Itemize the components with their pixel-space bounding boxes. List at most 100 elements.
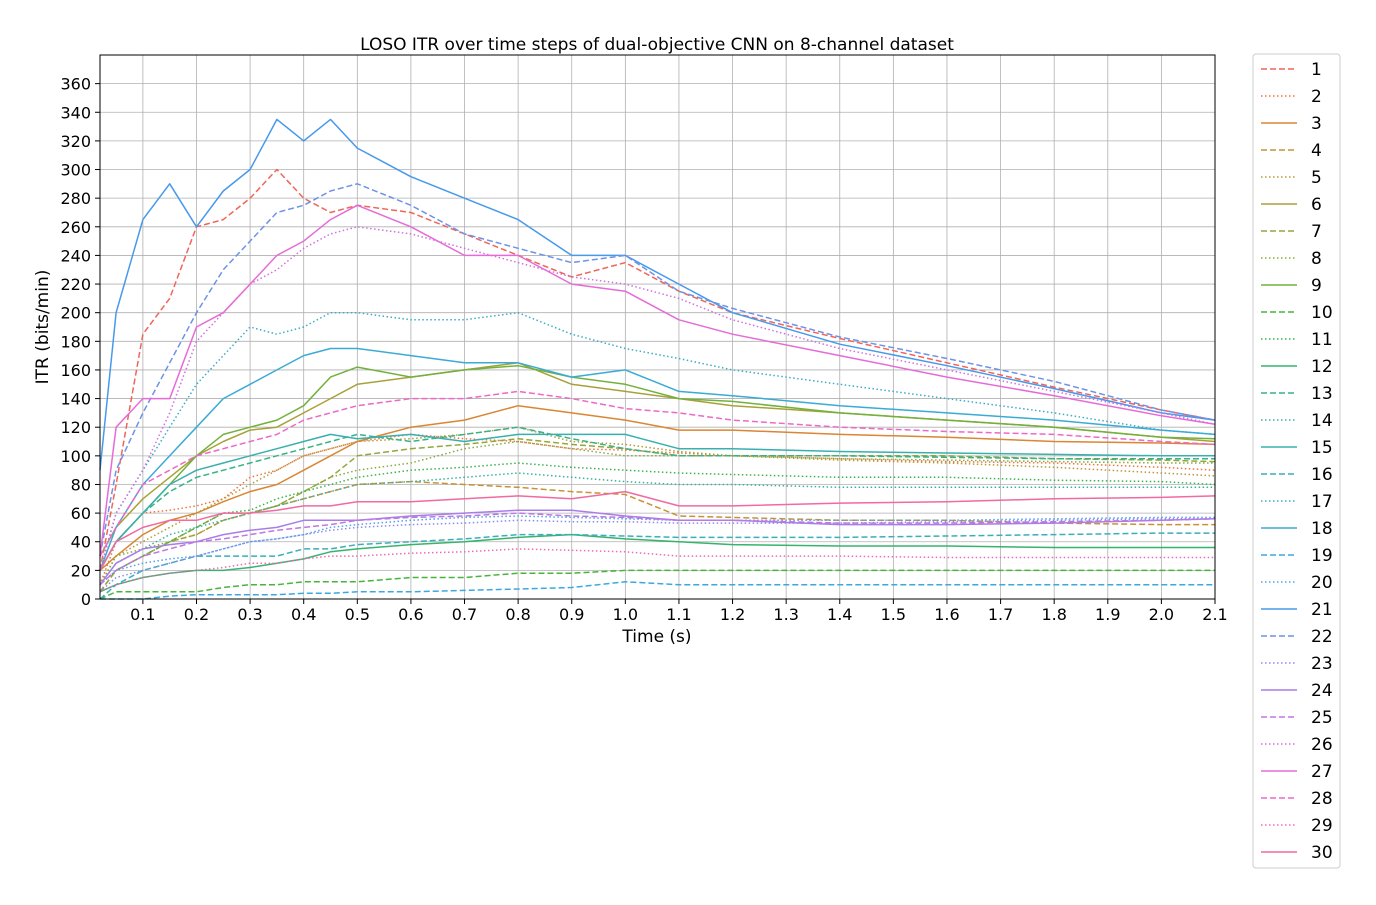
y-tick-label: 360 [60,75,91,94]
legend-label-1: 1 [1311,60,1322,80]
series-line-19 [100,581,1215,600]
x-tick-label: 0.4 [291,605,316,624]
series-line-7 [99,437,1216,593]
series-line-25 [99,512,1216,586]
y-tick-label: 80 [71,475,91,494]
x-tick-label: 0.5 [345,605,370,624]
legend-label-21: 21 [1311,600,1333,620]
legend-label-13: 13 [1311,384,1333,404]
series-line-3 [99,404,1216,571]
legend-label-9: 9 [1311,276,1322,296]
series-line-8 [99,440,1215,586]
legend-label-30: 30 [1311,843,1333,863]
series-line-20 [99,515,1215,586]
series-line-2 [99,433,1216,585]
y-tick-label: 120 [60,418,91,437]
legend-label-2: 2 [1311,87,1322,107]
legend-label-29: 29 [1311,816,1333,836]
series-line-4 [99,480,1215,593]
x-tick-label: 2.0 [1149,605,1174,624]
x-tick-label: 1.3 [773,605,798,624]
series-line-16 [99,532,1215,600]
series-line-17 [99,311,1216,571]
legend-label-7: 7 [1311,222,1322,242]
x-tick-label: 1.9 [1095,605,1120,624]
x-tick-label: 0.8 [505,605,530,624]
x-tick-label: 0.9 [559,605,584,624]
y-axis-ticks: 0 20 40 60 80 100 120 140 160 180 200 220 240 260 280 3… [60,75,100,609]
y-tick-label: 200 [60,304,91,323]
legend-label-15: 15 [1311,438,1333,458]
series-line-18 [99,347,1216,571]
y-tick-label: 260 [60,218,91,237]
y-tick-label: 240 [60,246,91,265]
legend-label-23: 23 [1311,654,1333,674]
legend-label-27: 27 [1311,762,1333,782]
x-tick-label: 1.8 [1041,605,1066,624]
y-tick-label: 180 [60,332,91,351]
series-line-10 [99,569,1215,600]
legend-label-28: 28 [1311,789,1333,809]
legend-label-8: 8 [1311,249,1322,269]
legend-label-26: 26 [1311,735,1333,755]
series-line-26 [99,226,1216,571]
y-axis-title: ITR (bits/min) [33,270,53,385]
series-line-30 [99,490,1216,571]
legend-label-5: 5 [1311,168,1322,188]
y-tick-label: 20 [71,561,91,580]
series-line-15 [99,433,1215,571]
y-tick-label: 280 [60,189,91,208]
x-tick-label: 2.1 [1202,605,1227,624]
y-tick-label: 220 [60,275,91,294]
legend-label-11: 11 [1311,330,1333,350]
x-tick-label: 1.4 [827,605,852,624]
x-tick-label: 1.7 [988,605,1013,624]
series-line-13 [99,426,1215,571]
series-line-14 [99,472,1215,586]
series-line-23 [99,518,1215,593]
legend-label-17: 17 [1311,492,1333,512]
series-line-27 [99,204,1216,557]
series-line-9 [99,364,1216,571]
chart-title: LOSO ITR over time steps of dual-objecti… [360,35,954,55]
legend-label-25: 25 [1311,708,1333,728]
x-tick-label: 0.1 [130,605,155,624]
y-tick-label: 0 [81,590,91,609]
legend-label-4: 4 [1311,141,1322,161]
y-tick-label: 60 [71,504,91,523]
x-tick-label: 0.2 [184,605,209,624]
y-tick-label: 340 [60,103,91,122]
x-tick-label: 1.0 [613,605,638,624]
x-tick-label: 1.1 [666,605,691,624]
x-tick-label: 1.5 [881,605,906,624]
series-line-24 [99,509,1216,586]
x-tick-label: 0.6 [398,605,423,624]
legend-label-20: 20 [1311,573,1333,593]
legend-label-3: 3 [1311,114,1322,134]
y-tick-label: 300 [60,161,91,180]
legend-label-24: 24 [1311,681,1333,701]
x-tick-label: 1.6 [934,605,959,624]
series-lines [99,118,1216,600]
x-tick-label: 0.3 [237,605,262,624]
x-axis-ticks: 0.1 0.2 0.3 0.4 0.5 0.6 0.7 0.8 0.9 1.0 1.1 1.2 1.3 1… [130,599,1228,624]
legend-label-16: 16 [1311,465,1333,485]
legend: 1234567891011121314151617181920212223242… [1252,53,1341,869]
x-tick-label: 1.2 [720,605,745,624]
plot-frame [99,54,1216,600]
y-tick-label: 100 [60,447,91,466]
y-tick-label: 320 [60,132,91,151]
series-line-12 [99,533,1215,593]
legend-label-22: 22 [1311,627,1333,647]
legend-label-14: 14 [1311,411,1333,431]
x-axis-title: Time (s) [621,627,691,647]
series-line-11 [99,462,1216,586]
y-tick-label: 40 [71,533,91,552]
legend-frame [1252,53,1341,869]
legend-label-10: 10 [1311,303,1333,323]
series-line-21 [99,118,1216,471]
legend-label-6: 6 [1311,195,1322,215]
legend-label-18: 18 [1311,519,1333,539]
legend-label-12: 12 [1311,357,1333,377]
